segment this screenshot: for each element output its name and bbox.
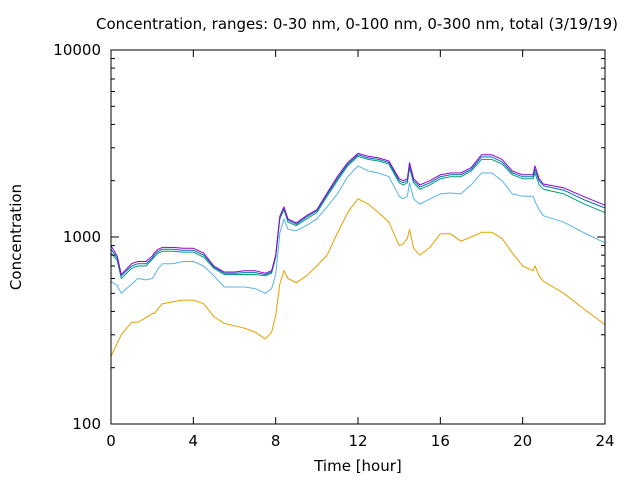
- series-line-5: [110, 152, 606, 275]
- series-line-1: [110, 198, 606, 357]
- y-tick-label: 10000: [53, 41, 101, 59]
- series-line-2: [110, 165, 606, 294]
- x-tick-label: 16: [431, 432, 450, 450]
- x-tick-label: 4: [189, 432, 199, 450]
- x-tick-label: 24: [595, 432, 614, 450]
- y-axis-label: Concentration: [7, 184, 25, 290]
- y-tick-label: 1000: [63, 228, 101, 246]
- chart-title: Concentration, ranges: 0-30 nm, 0-100 nm…: [96, 15, 618, 33]
- x-tick-label: 8: [271, 432, 281, 450]
- plot-frame: [110, 49, 606, 425]
- x-axis-label: Time [hour]: [313, 457, 402, 475]
- ticks-layer: 0 4 8 12 16 20 24 100 1000 10000: [53, 41, 614, 450]
- y-tick-label: 100: [72, 415, 101, 433]
- series-line-3: [110, 155, 606, 279]
- x-tick-label: 0: [106, 432, 116, 450]
- x-tick-label: 20: [513, 432, 532, 450]
- series-layer: [110, 152, 606, 357]
- x-tick-label: 12: [348, 432, 367, 450]
- series-line-4: [110, 154, 606, 277]
